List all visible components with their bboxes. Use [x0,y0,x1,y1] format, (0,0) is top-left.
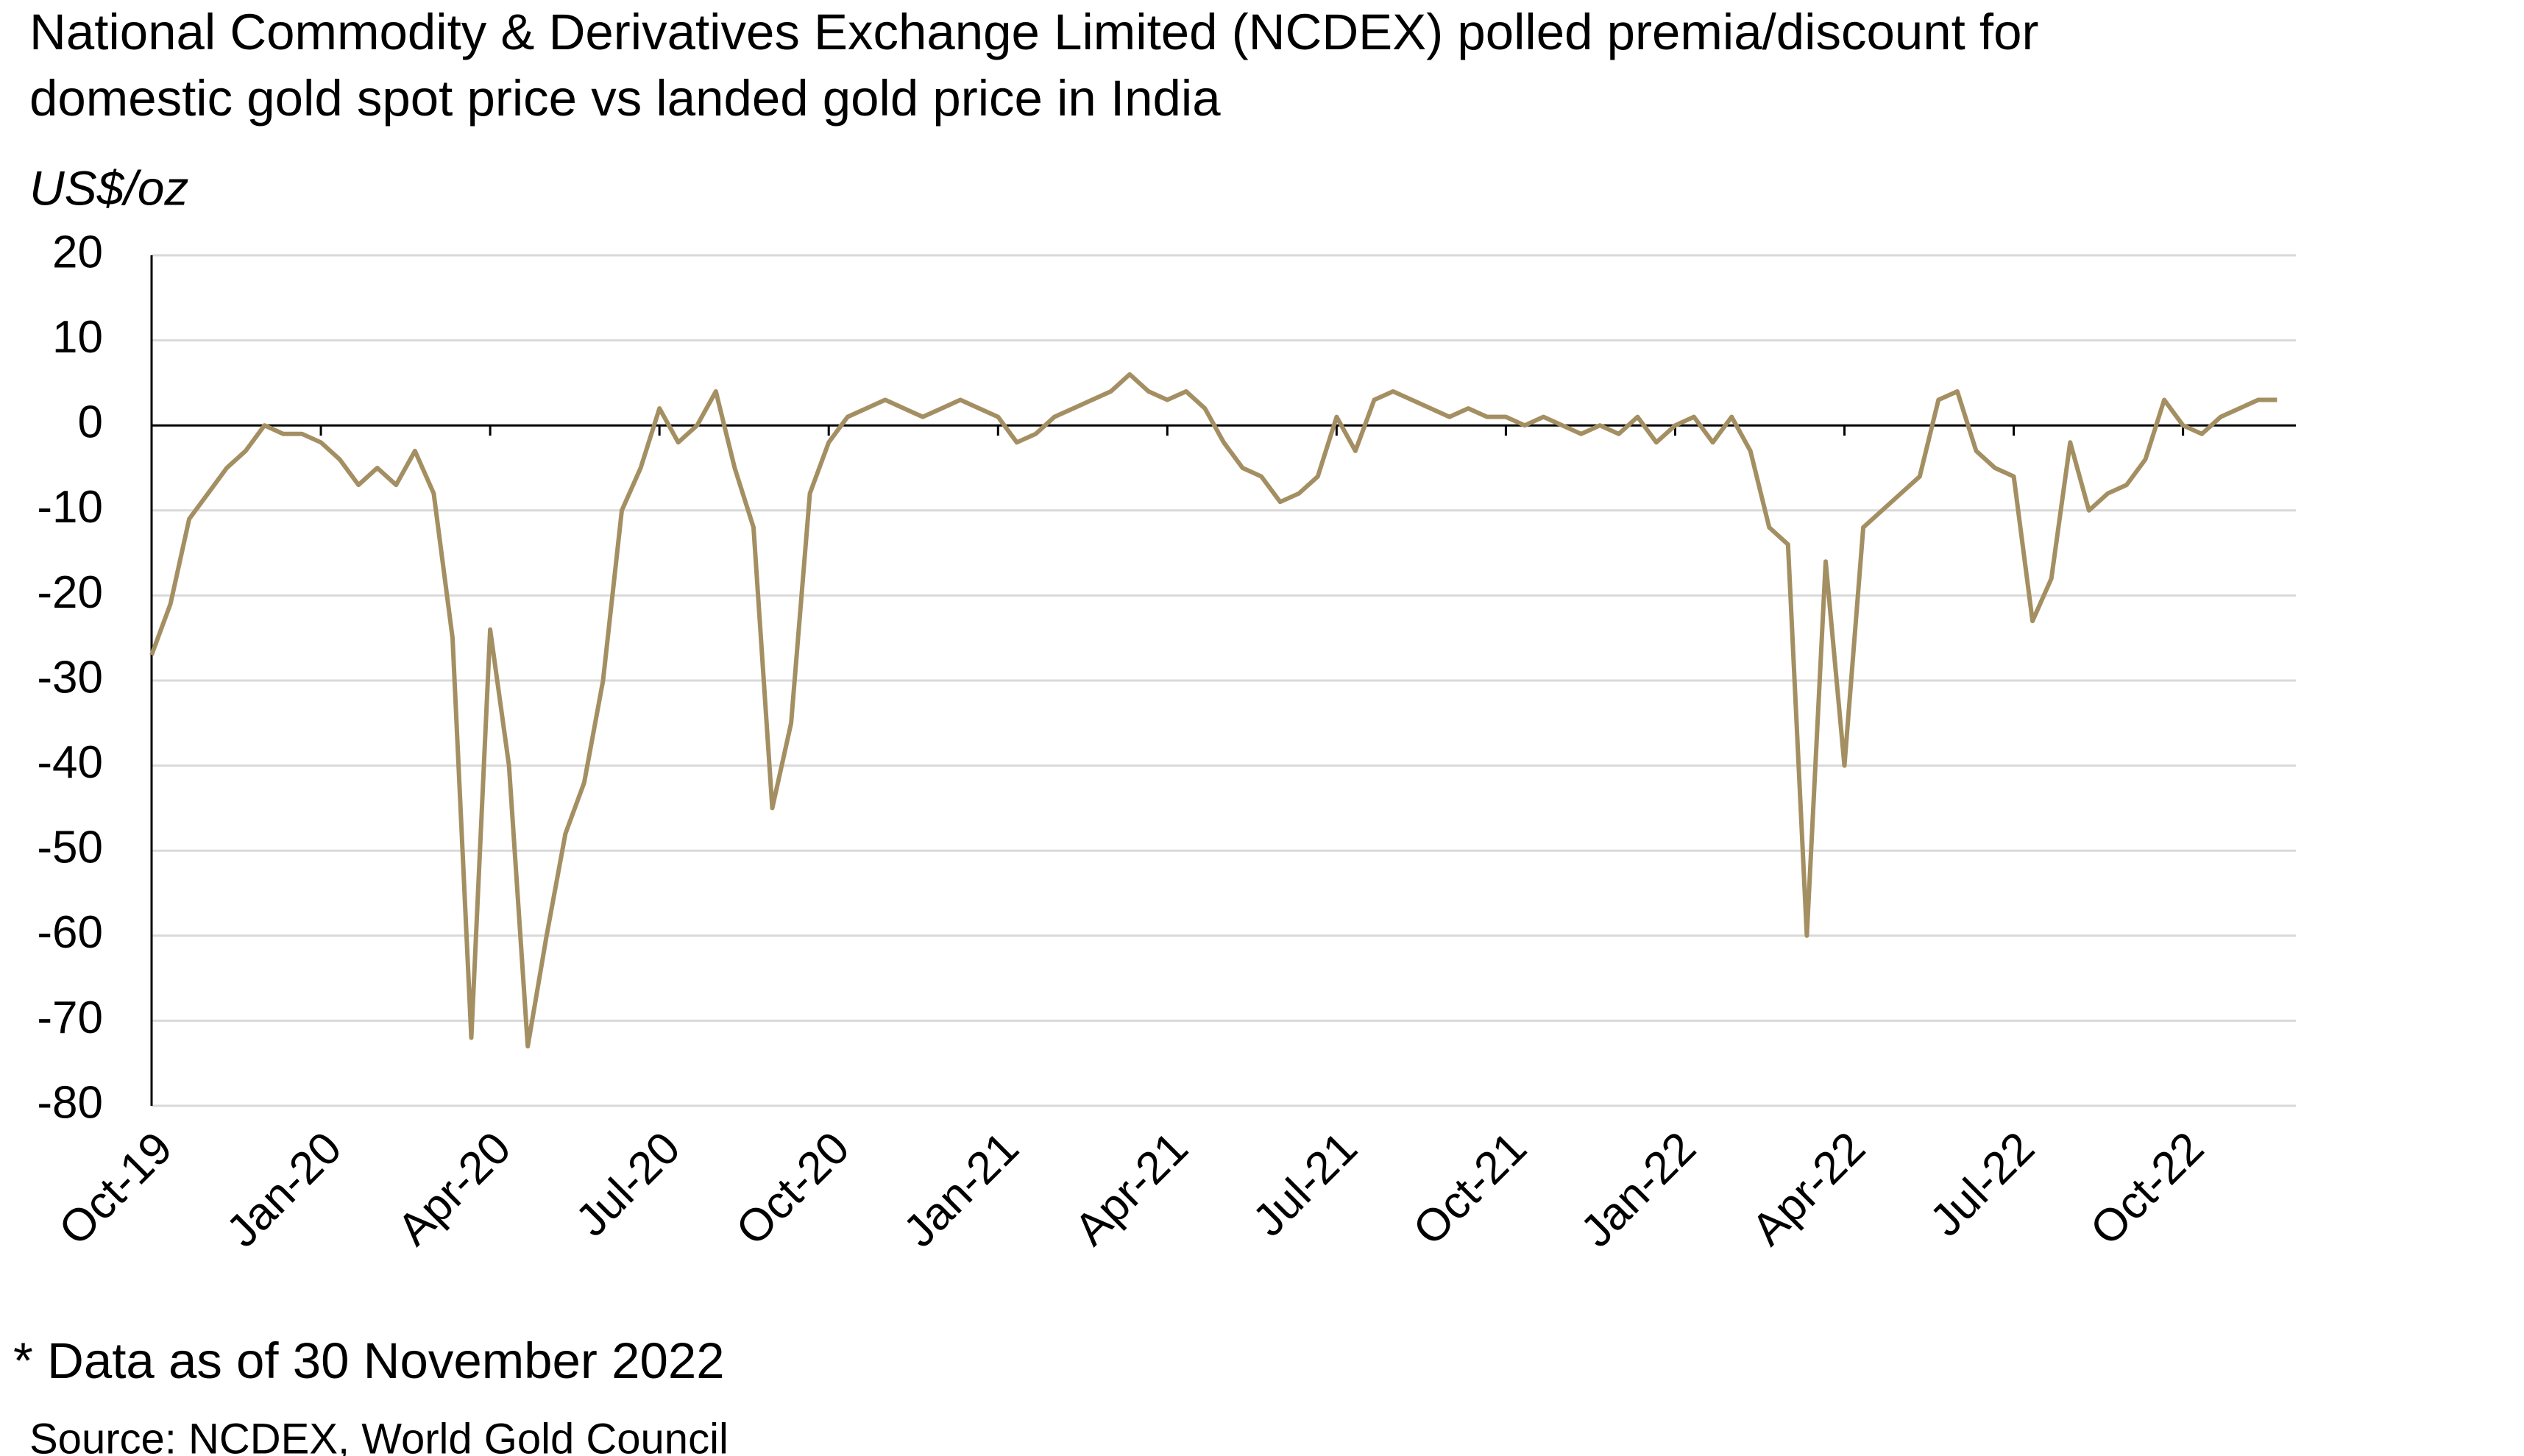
y-tick-label: -80 [37,1077,103,1128]
chart-title: National Commodity & Derivatives Exchang… [29,4,2038,60]
y-tick-label: -60 [37,907,103,958]
y-tick-label: 10 [52,312,103,363]
x-tick-label: Jul-22 [1921,1123,2044,1246]
x-tick-label: Apr-22 [1743,1123,1875,1255]
x-tick-label: Jul-21 [1244,1123,1367,1246]
footnote: * Data as of 30 November 2022 [13,1332,725,1389]
y-tick-label: -20 [37,567,103,618]
y-tick-label: 0 [78,397,103,448]
x-tick-label: Oct-21 [1404,1123,1536,1255]
y-tick-label: -40 [37,737,103,788]
x-tick-label: Apr-20 [388,1123,520,1255]
x-tick-label: Oct-19 [49,1123,182,1255]
chart-title: domestic gold spot price vs landed gold … [29,70,1221,127]
x-tick-label: Jan-21 [894,1123,1029,1257]
y-tick-label: -50 [37,823,103,873]
y-tick-label: -10 [37,482,103,533]
data-line [149,372,2277,1049]
y-tick-label: 20 [52,227,103,277]
y-axis-label: US$/oz [29,160,188,215]
x-tick-label: Apr-21 [1065,1123,1197,1255]
source: Source: NCDEX, World Gold Council [29,1415,729,1456]
x-tick-label: Jul-20 [566,1123,690,1246]
x-tick-label: Jan-20 [217,1123,352,1257]
y-tick-label: -70 [37,992,103,1043]
x-tick-label: Oct-22 [2081,1123,2213,1255]
x-tick-label: Oct-20 [726,1123,859,1255]
x-tick-label: Jan-22 [1571,1123,1706,1257]
y-tick-label: -30 [37,652,103,703]
